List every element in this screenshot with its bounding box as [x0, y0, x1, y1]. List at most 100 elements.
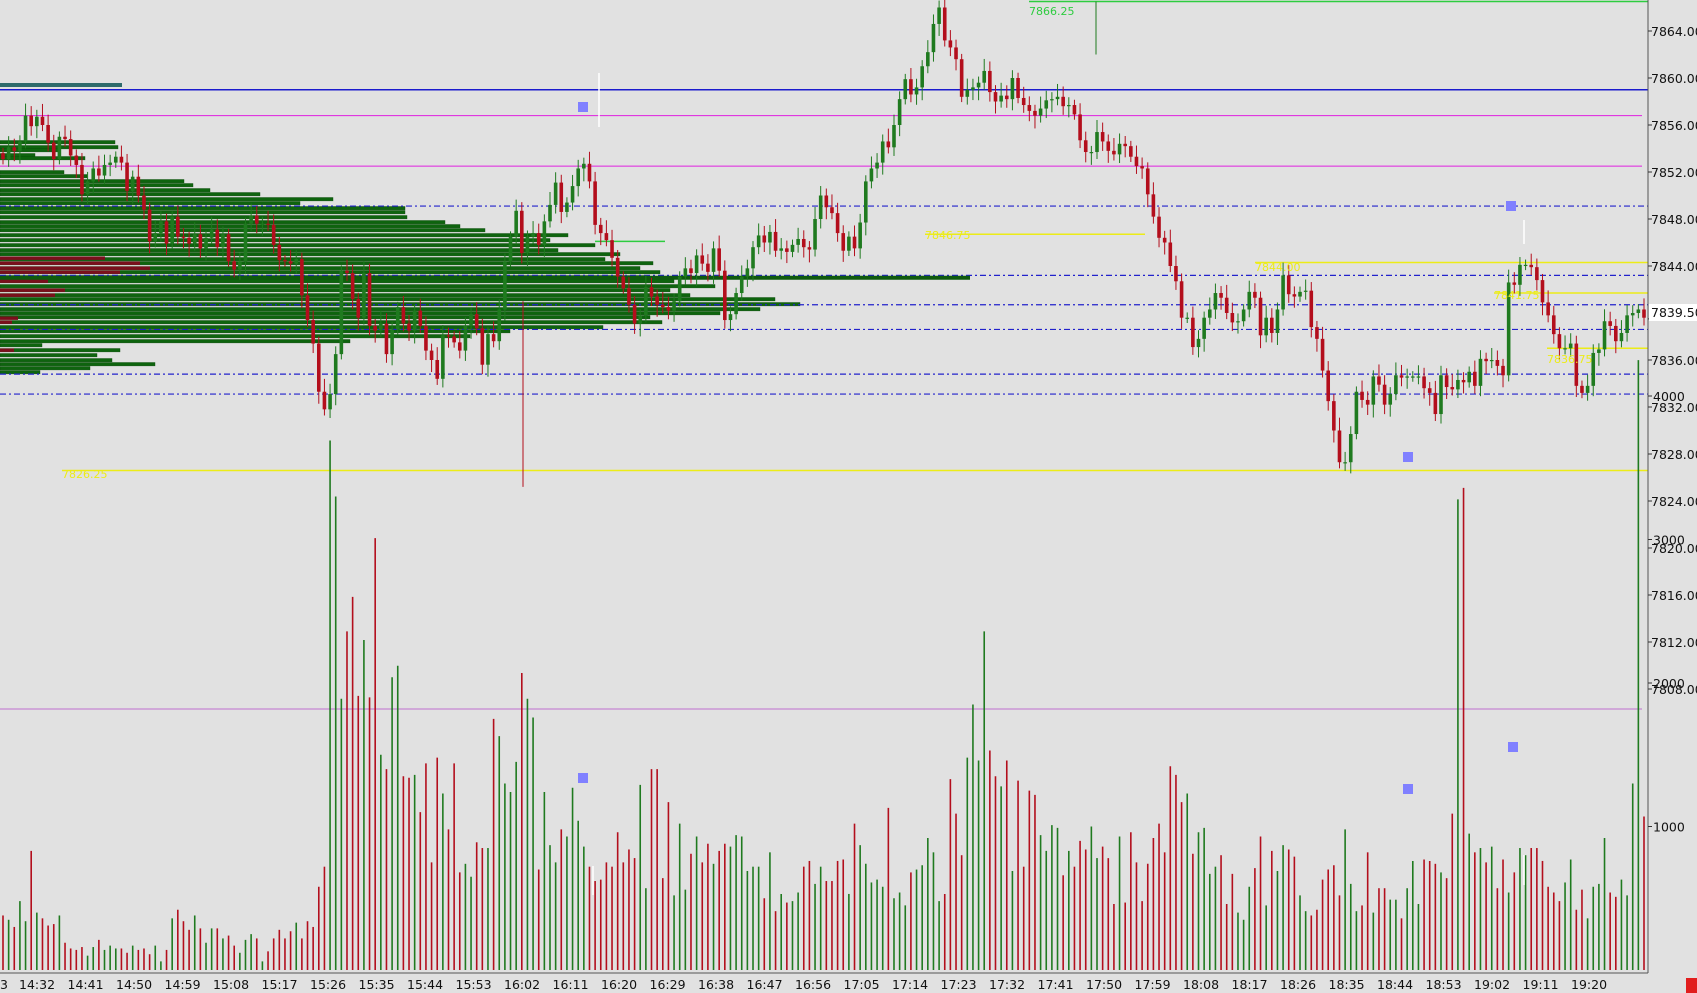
- current-price-tag: [1649, 304, 1697, 321]
- candle-body: [1270, 317, 1274, 333]
- candle-body: [559, 182, 564, 212]
- candle-body: [226, 234, 231, 262]
- profile-bar: [0, 353, 98, 358]
- candle-body: [1202, 317, 1206, 339]
- candle-body: [350, 273, 355, 299]
- profile-bar-down: [0, 320, 12, 324]
- candle-body: [1219, 293, 1223, 298]
- candle-body: [192, 234, 197, 244]
- candle-body: [142, 195, 146, 210]
- candle-body: [1298, 291, 1302, 297]
- candle-body: [1422, 376, 1426, 389]
- time-tick-label: 3: [0, 977, 8, 992]
- candle-body: [1055, 96, 1060, 100]
- candle-body: [51, 142, 56, 160]
- candle-body: [1427, 388, 1432, 393]
- candle-body: [1478, 358, 1483, 386]
- price-axis[interactable]: 7864.00 7860.00 7856.00 7852.00 7848.00 7844.…: [1648, 24, 1697, 697]
- volume-profile: [0, 83, 801, 375]
- candle-body: [1021, 97, 1026, 106]
- candle-body: [108, 162, 112, 165]
- price-tick-label: 7808.00: [1651, 682, 1697, 697]
- candle-body: [1394, 375, 1398, 395]
- profile-bar: [0, 284, 716, 289]
- profile-bar: [0, 170, 65, 175]
- candle-body: [660, 304, 665, 308]
- candle-body: [790, 244, 795, 252]
- candle-body: [1174, 266, 1178, 282]
- time-axis[interactable]: 3 14:32 14:41 14:50 14:59 15:08 15:17 15:26 15:3…: [0, 972, 1648, 992]
- signal-marker: [1506, 201, 1516, 211]
- profile-bar: [0, 243, 596, 248]
- candle-body: [1067, 105, 1071, 107]
- profile-bar: [0, 288, 671, 293]
- candle-body: [982, 70, 987, 83]
- candle-body: [570, 186, 575, 203]
- candle-body: [1377, 376, 1381, 385]
- candle-body: [604, 233, 609, 241]
- price-tick-label: 7828.00: [1651, 447, 1697, 462]
- candle-body: [249, 215, 253, 224]
- candle-body: [1405, 376, 1409, 378]
- candle-body: [147, 209, 152, 242]
- price-label-yellow-5: 7836.75: [1547, 353, 1593, 366]
- candle-body: [294, 258, 299, 264]
- candle-body: [401, 307, 406, 324]
- price-tick-label: 7856.00: [1651, 118, 1697, 133]
- candle-body: [1320, 338, 1325, 371]
- price-tick-label: 7824.00: [1651, 494, 1697, 509]
- candle-body: [277, 244, 282, 261]
- time-tick-label: 17:23: [941, 977, 977, 992]
- profile-bar: [0, 370, 41, 375]
- candle-body: [480, 328, 485, 365]
- time-tick-label: 15:53: [456, 977, 492, 992]
- candle-body: [1597, 349, 1601, 353]
- profile-bar: [0, 325, 604, 330]
- candle-body: [745, 268, 750, 277]
- candle-body: [1072, 105, 1077, 115]
- candle-body: [818, 195, 823, 219]
- candle-body: [739, 276, 744, 294]
- candle-body: [1608, 321, 1612, 326]
- time-tick-label: 16:47: [747, 977, 783, 992]
- candle-body: [706, 263, 710, 272]
- candle-body: [576, 168, 580, 187]
- candle-body: [74, 155, 79, 165]
- candle-body: [548, 204, 552, 222]
- time-tick-label: 16:56: [795, 977, 831, 992]
- candle-body: [520, 210, 524, 254]
- profile-bar: [0, 220, 446, 225]
- time-tick-label: 17:41: [1038, 977, 1074, 992]
- candle-body: [18, 141, 22, 151]
- candle-body: [1191, 317, 1195, 348]
- signal-markers: [578, 102, 1518, 794]
- candle-body: [159, 221, 163, 234]
- time-tick-label: 15:26: [310, 977, 346, 992]
- profile-bar-down: [0, 348, 14, 352]
- candle-body: [700, 255, 705, 264]
- candle-body: [1033, 110, 1037, 116]
- candle-body: [91, 168, 96, 182]
- candle-body: [503, 261, 507, 310]
- candle-body: [1619, 332, 1624, 342]
- volume-axis[interactable]: 4000 3000 2000 1000: [1648, 389, 1685, 835]
- scroll-corner-indicator: [1686, 978, 1697, 993]
- candle-body: [1230, 313, 1235, 323]
- candle-body: [187, 237, 191, 244]
- candle-body: [1433, 392, 1438, 415]
- time-tick-label: 18:53: [1426, 977, 1462, 992]
- candle-body: [474, 314, 479, 329]
- candle-body: [1450, 387, 1455, 390]
- candle-body: [926, 52, 930, 67]
- profile-bar: [0, 366, 91, 371]
- candle-body: [491, 334, 496, 342]
- candle-body: [1089, 152, 1094, 154]
- price-tick-label: 7836.00: [1651, 353, 1697, 368]
- candle-body: [779, 248, 784, 251]
- candle-body: [1529, 264, 1534, 268]
- time-tick-label: 17:50: [1086, 977, 1122, 992]
- candle-body: [164, 221, 169, 244]
- candle-body: [717, 248, 721, 271]
- candle-body: [1117, 143, 1122, 155]
